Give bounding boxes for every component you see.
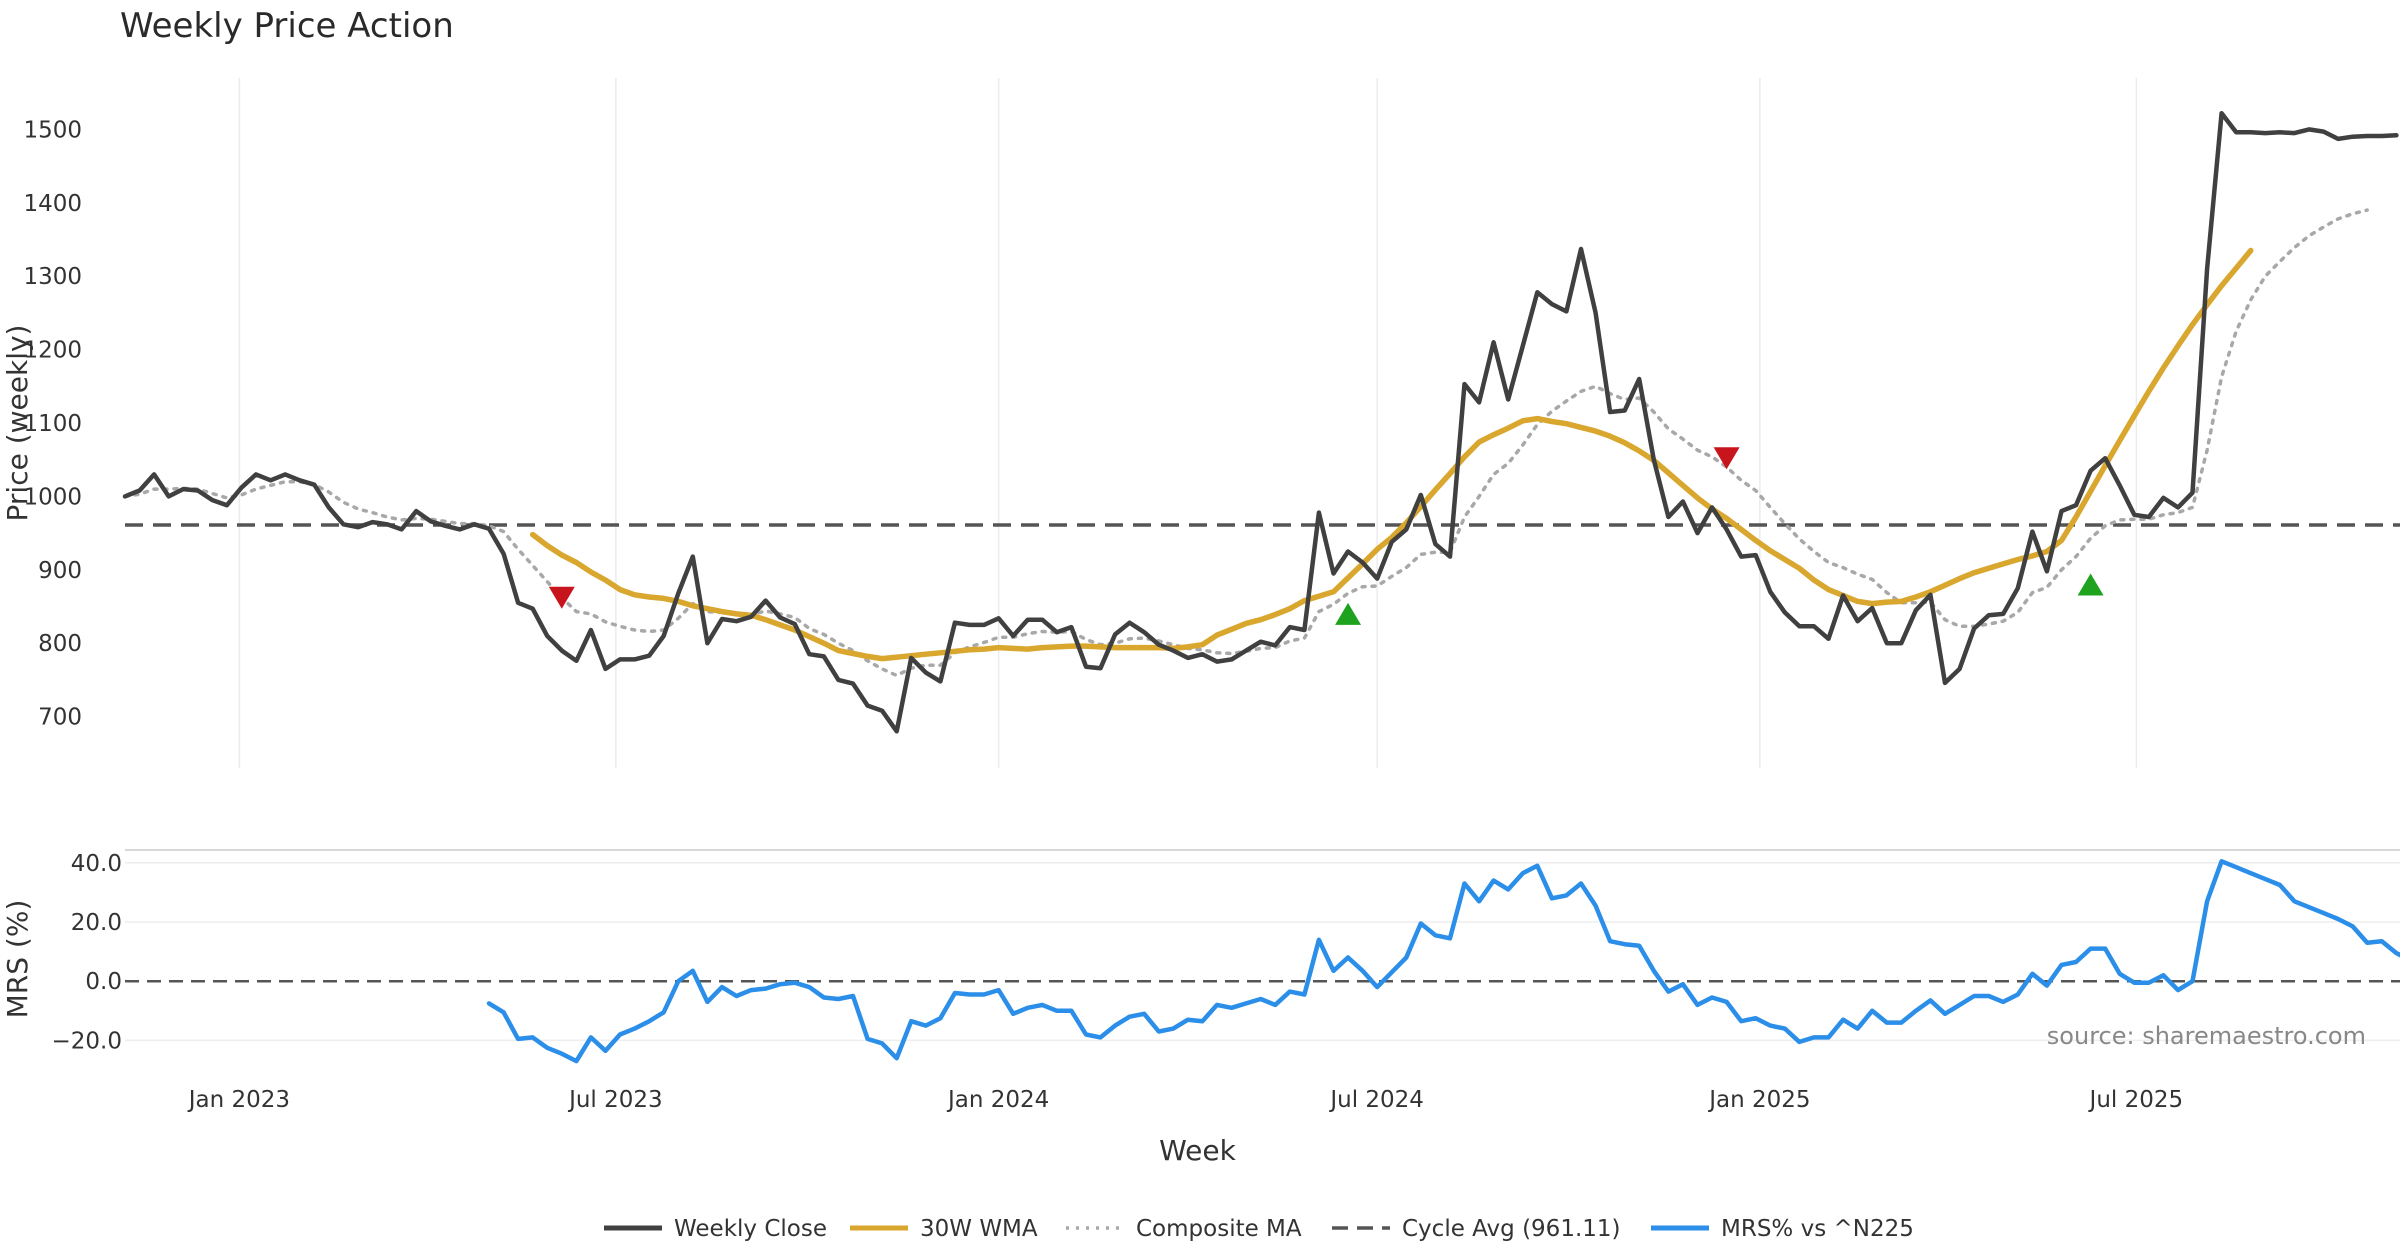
legend-item-label: Weekly Close (674, 1216, 827, 1242)
mrs-y-tick-label: −20.0 (52, 1028, 122, 1054)
mrs-line (486, 859, 2400, 1064)
price-y-tick-label: 1200 (23, 338, 82, 364)
price-y-tick-label: 900 (38, 558, 82, 584)
buy-signal-marker (2077, 573, 2104, 596)
legend-item-label: 30W WMA (920, 1216, 1038, 1242)
x-tick-label: Jul 2024 (1328, 1087, 1424, 1113)
x-tick-label: Jan 2024 (946, 1087, 1049, 1113)
legend-item-label: MRS% vs ^N225 (1721, 1216, 1914, 1242)
mrs-y-tick-label: 0.0 (85, 969, 122, 995)
price-y-tick-label: 1100 (23, 411, 82, 437)
sell-signal-marker (548, 586, 575, 609)
price-y-tick-label: 700 (38, 705, 82, 731)
buy-signal-marker (1335, 602, 1362, 625)
mrs-y-tick-label: 40.0 (71, 851, 122, 877)
chart-title: Weekly Price Action (120, 6, 454, 46)
price-y-tick-label: 1000 (23, 484, 82, 510)
price-y-tick-label: 1400 (23, 191, 82, 217)
wma-30w-line (529, 247, 2254, 662)
x-tick-label: Jan 2025 (1707, 1087, 1810, 1113)
price-y-tick-label: 800 (38, 631, 82, 657)
x-tick-label: Jan 2023 (187, 1087, 290, 1113)
legend: Weekly Close 30W WMA Composite MA Cycle Avg… (604, 1216, 1914, 1242)
weekly-close-line (122, 110, 2399, 734)
legend-item-label: Composite MA (1136, 1216, 1302, 1242)
composite-ma-line (123, 208, 2369, 678)
legend-item-label: Cycle Avg (961.11) (1402, 1216, 1621, 1242)
mrs-panel (125, 849, 2400, 1064)
mrs-y-tick-label: 20.0 (71, 910, 122, 936)
x-tick-label: Jul 2023 (567, 1087, 663, 1113)
price-y-tick-label: 1500 (23, 117, 82, 143)
axis-layer: Jan 2023 Jul 2023 Jan 2024 Jul 2024 Jan 2025… (1, 117, 2366, 1167)
grid-layer (125, 78, 2400, 1042)
sell-signal-marker (1713, 447, 1740, 470)
price-panel (122, 110, 2400, 734)
price-y-tick-label: 1300 (23, 264, 82, 290)
x-tick-label: Jul 2025 (2088, 1087, 2184, 1113)
price-y-axis-label: Price (weekly) (1, 325, 34, 522)
x-axis-label: Week (1159, 1134, 1236, 1167)
mrs-y-axis-label: MRS (%) (1, 900, 34, 1019)
source-note: source: sharemaestro.com (2047, 1022, 2366, 1050)
